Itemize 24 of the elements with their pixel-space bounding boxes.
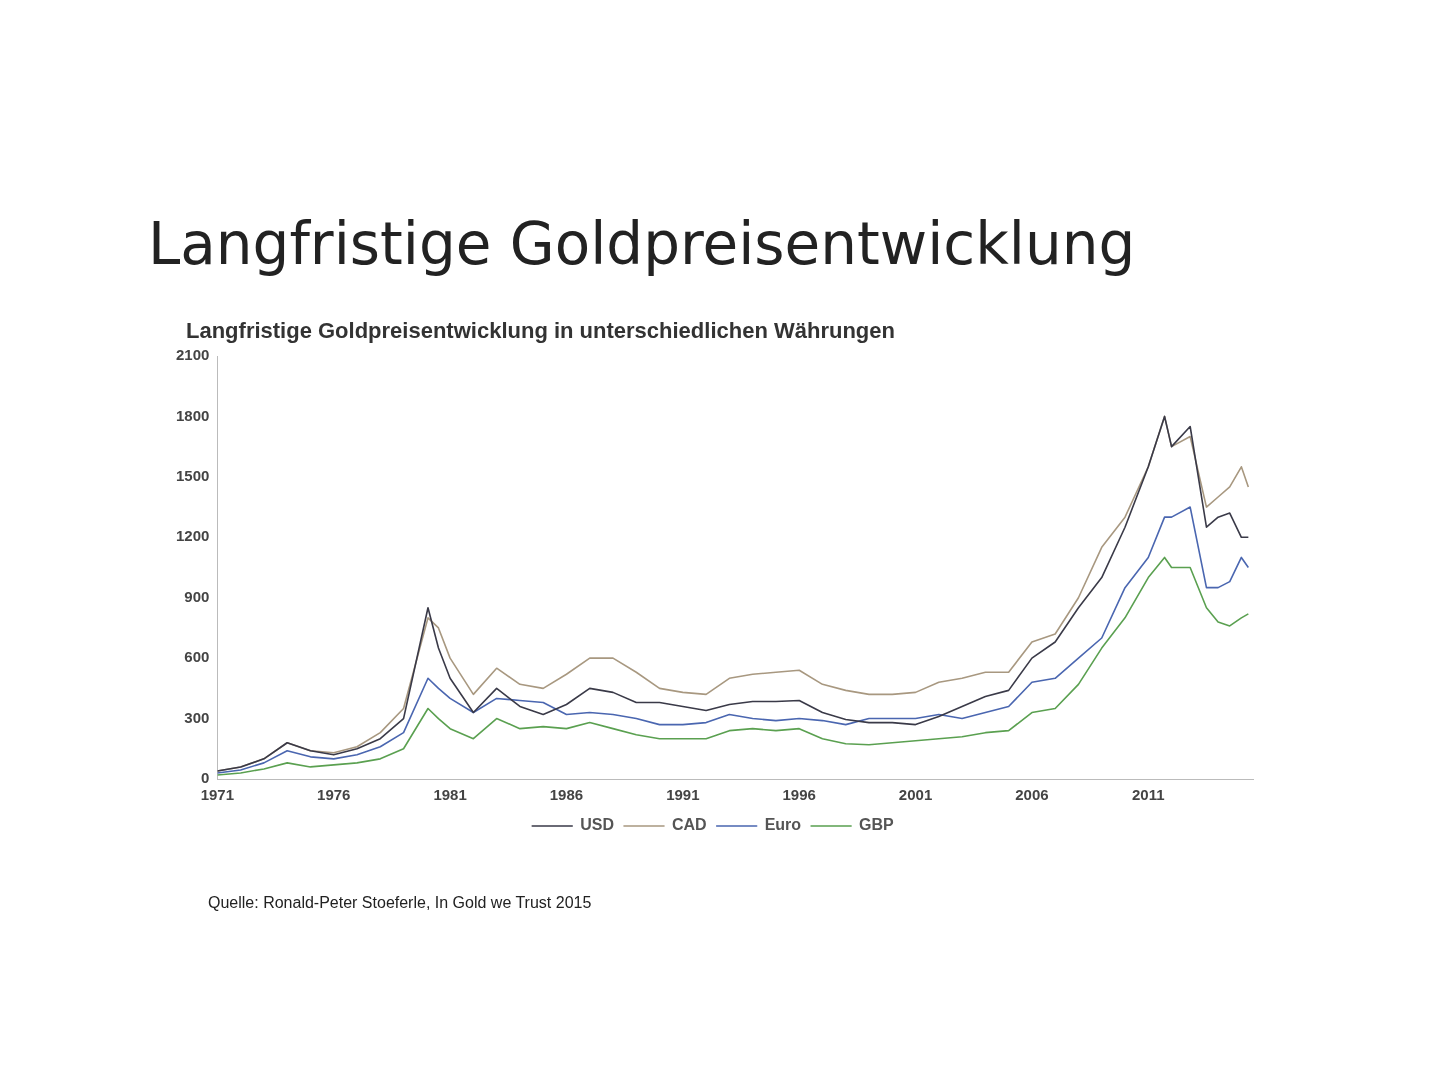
- x-tick-label: 1986: [549, 786, 584, 804]
- y-tick-label: 1500: [175, 467, 210, 484]
- source-note: Quelle: Ronald-Peter Stoeferle, In Gold we Trust 2015: [208, 894, 593, 912]
- legend-label: Euro: [764, 816, 802, 834]
- chart-title: Langfristige Goldpreisentwicklung: [148, 210, 1137, 278]
- x-tick-label: 2001: [898, 786, 933, 804]
- y-tick-label: 1800: [175, 406, 210, 424]
- x-tick-label: 1996: [782, 786, 816, 804]
- x-tick-label: 1991: [666, 786, 700, 804]
- x-tick-label: 2011: [1132, 786, 1165, 804]
- x-tick-label: 1971: [200, 786, 235, 804]
- x-tick-label: 2006: [1015, 786, 1049, 804]
- y-tick-label: 600: [184, 648, 210, 666]
- legend-label: CAD: [672, 816, 707, 834]
- y-tick-label: 2100: [175, 346, 210, 364]
- y-tick-label: 1200: [175, 527, 210, 545]
- chart-subtitle: Langfristige Goldpreisentwicklung in unterschiedlichen Währungen: [186, 318, 896, 344]
- x-tick-label: 1976: [317, 786, 351, 804]
- legend-label: USD: [580, 816, 614, 834]
- x-tick-label: 1981: [433, 786, 467, 804]
- legend-label: GBP: [859, 816, 895, 834]
- y-tick-label: 0: [201, 769, 210, 787]
- y-tick-label: 900: [184, 587, 210, 605]
- y-tick-label: 300: [184, 708, 210, 726]
